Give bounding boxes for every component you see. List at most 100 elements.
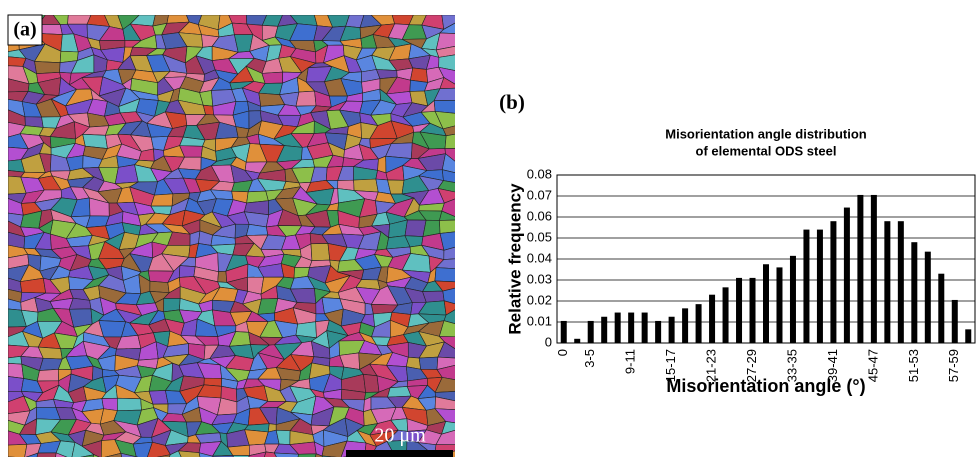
grain [434, 280, 455, 292]
bar [763, 264, 769, 343]
grain [444, 148, 455, 162]
grain [434, 391, 455, 402]
grain [178, 265, 196, 278]
grain [34, 61, 61, 75]
grain [80, 454, 95, 457]
bar [951, 299, 958, 343]
x-tick-label: 57-59 [946, 349, 961, 382]
grain [36, 368, 60, 382]
grain [435, 258, 455, 269]
grain [98, 320, 127, 338]
grain [441, 169, 455, 183]
x-tick-label: 21-23 [704, 349, 719, 382]
bar [789, 255, 796, 343]
grain [437, 341, 455, 359]
grain [437, 188, 455, 204]
grain [114, 164, 139, 185]
grain [439, 77, 455, 89]
grain [81, 440, 102, 457]
grain [418, 356, 439, 370]
grain [434, 396, 455, 411]
grain [198, 452, 214, 457]
bar [722, 287, 729, 343]
grain [156, 454, 171, 457]
grain [433, 87, 455, 101]
grain [443, 309, 455, 325]
chart-title: Misorientation angle distribution [665, 126, 867, 141]
grain [363, 373, 380, 393]
grain [295, 90, 317, 107]
bar [736, 277, 743, 343]
grain [8, 376, 24, 392]
grain [434, 267, 455, 283]
grain [404, 219, 427, 237]
y-tick-label: 0.08 [527, 166, 552, 181]
bar [776, 267, 783, 343]
bar [655, 320, 662, 343]
x-tick-label: 15-17 [663, 349, 678, 382]
panel-label: (a) [13, 19, 36, 41]
bar [816, 229, 823, 343]
x-axis-label: Misorientation angle (°) [666, 376, 865, 396]
bar [749, 277, 756, 343]
bar [695, 304, 702, 343]
bar [709, 294, 716, 343]
bar [560, 320, 567, 343]
grain [443, 300, 455, 316]
grain [433, 100, 455, 114]
ebsd-map [8, 15, 455, 457]
grain [55, 440, 76, 457]
y-axis-label: Relative frequency [505, 183, 524, 335]
grain [314, 453, 323, 457]
bar [884, 221, 891, 343]
grain [438, 336, 455, 350]
bar [574, 338, 581, 343]
grain [68, 297, 92, 310]
bar [830, 221, 837, 343]
grain [434, 377, 455, 393]
x-tick-label: 9-11 [623, 349, 638, 374]
x-tick-label: 33-35 [784, 349, 799, 382]
grain [439, 231, 455, 251]
grain [36, 452, 57, 457]
grain [8, 443, 28, 457]
grain [263, 451, 277, 457]
grain [438, 66, 455, 85]
y-tick-label: 0.06 [527, 208, 552, 223]
grain [25, 452, 39, 457]
grains [8, 15, 455, 457]
bar [628, 312, 635, 343]
grain [441, 15, 455, 30]
bar [668, 316, 675, 343]
grain [8, 356, 23, 365]
grain [442, 125, 455, 137]
x-tick-label: 39-41 [825, 349, 840, 382]
grain [444, 133, 455, 149]
scale-bar [346, 450, 453, 457]
grain [435, 32, 455, 51]
grain [434, 408, 455, 424]
y-tick-label: 0.05 [527, 229, 552, 244]
y-tick-label: 0.02 [527, 292, 552, 307]
y-tick-label: 0 [545, 334, 552, 349]
grain [377, 155, 387, 174]
grain [353, 178, 379, 193]
bar [857, 194, 864, 343]
bar [843, 207, 850, 343]
grain [261, 71, 283, 84]
y-tick-label: 0.03 [527, 271, 552, 286]
y-tick-label: 0.04 [527, 250, 552, 265]
grain [436, 364, 455, 380]
x-tick-label: 45-47 [865, 349, 880, 382]
y-tick-label: 0.01 [527, 313, 552, 328]
grain [441, 153, 455, 173]
grain [435, 46, 455, 58]
grain [443, 246, 455, 260]
grain [273, 452, 299, 457]
grain [149, 280, 170, 294]
grain [297, 453, 317, 457]
grain [321, 440, 348, 457]
scale-bar-label: 20 μm [374, 425, 426, 447]
bar [803, 229, 810, 343]
